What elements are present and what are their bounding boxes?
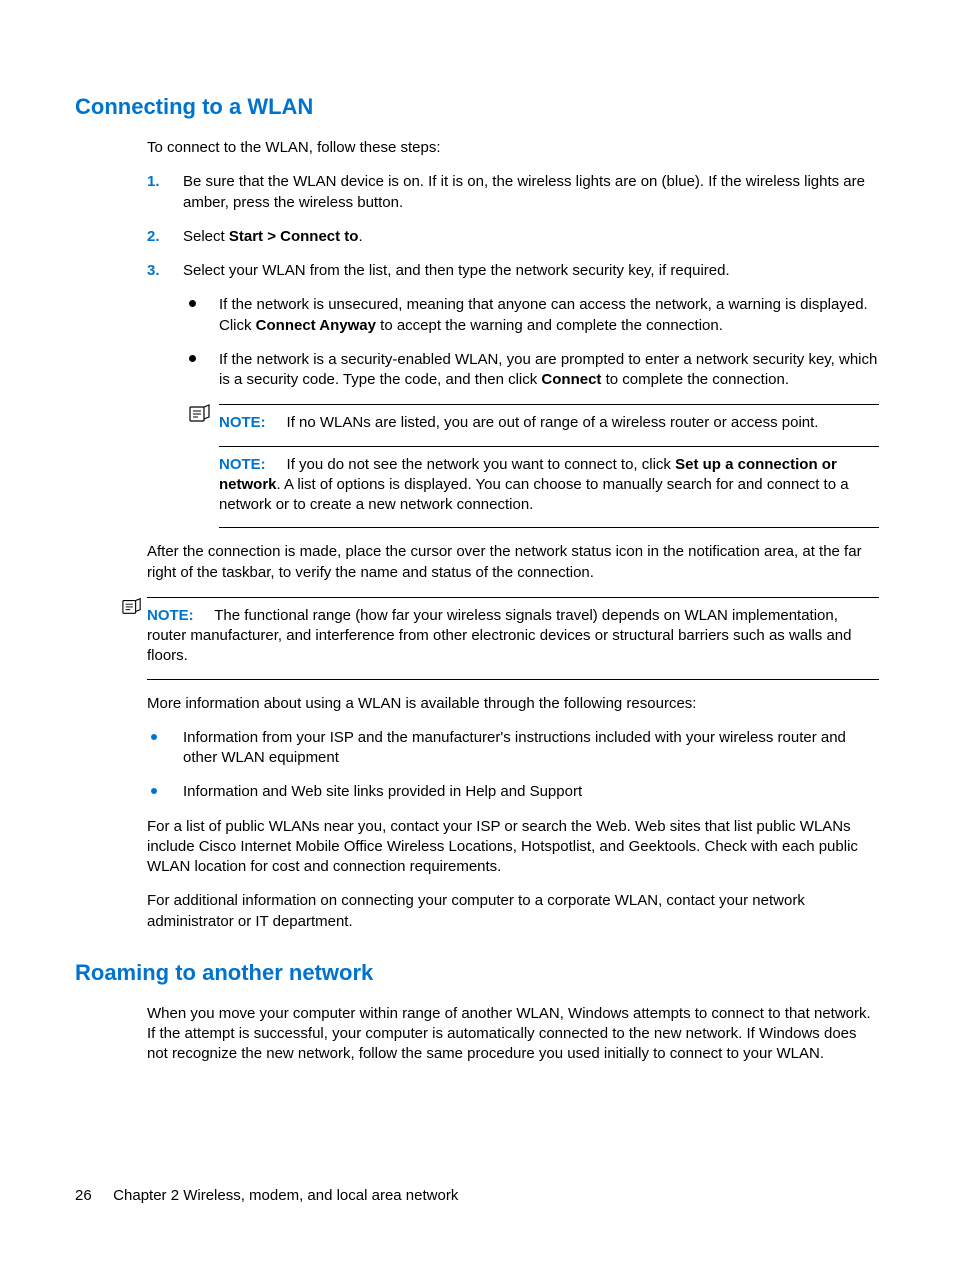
more-info-paragraph: More information about using a WLAN is a…: [147, 694, 879, 714]
resource-1-text: Information from your ISP and the manufa…: [183, 729, 846, 766]
note-3-label: NOTE:: [147, 607, 194, 624]
note-3: NOTE: The functional range (how far your…: [147, 597, 879, 680]
note-1-text: If no WLANs are listed, you are out of r…: [287, 414, 819, 431]
resources-list: Information from your ISP and the manufa…: [147, 728, 879, 803]
intro-paragraph: To connect to the WLAN, follow these ste…: [147, 138, 879, 158]
document-page: Connecting to a WLAN To connect to the W…: [0, 0, 954, 1270]
heading-connecting: Connecting to a WLAN: [75, 94, 879, 120]
step-1-text: Be sure that the WLAN device is on. If i…: [183, 173, 865, 210]
step-3-b1-bold: Connect Anyway: [256, 317, 376, 334]
step-2-post: .: [358, 228, 362, 245]
chapter-label: Chapter 2 Wireless, modem, and local are…: [113, 1187, 458, 1204]
step-3-b2-bold: Connect: [541, 371, 601, 388]
resource-2: Information and Web site links provided …: [147, 782, 879, 802]
after-connection-paragraph: After the connection is made, place the …: [147, 542, 879, 583]
section-roaming-body: When you move your computer within range…: [147, 1004, 879, 1065]
steps-list: Be sure that the WLAN device is on. If i…: [147, 172, 879, 528]
note-group-outer: NOTE: The functional range (how far your…: [147, 597, 879, 680]
note-1: NOTE: If no WLANs are listed, you are ou…: [219, 404, 879, 446]
step-2-pre: Select: [183, 228, 229, 245]
note-2-pre: If you do not see the network you want t…: [287, 456, 676, 473]
note-2-label: NOTE:: [219, 456, 266, 473]
step-1: Be sure that the WLAN device is on. If i…: [147, 172, 879, 213]
step-3-b1-post: to accept the warning and complete the c…: [376, 317, 723, 334]
page-footer: 26 Chapter 2 Wireless, modem, and local …: [75, 1187, 458, 1204]
note-1-label: NOTE:: [219, 414, 266, 431]
step-3-bullet-1: If the network is unsecured, meaning tha…: [183, 295, 879, 336]
step-2-bold: Start > Connect to: [229, 228, 359, 245]
note-icon: [189, 404, 211, 422]
note-3-text: The functional range (how far your wirel…: [147, 607, 852, 665]
heading-roaming: Roaming to another network: [75, 960, 879, 986]
corporate-paragraph: For additional information on connecting…: [147, 891, 879, 932]
step-3-text: Select your WLAN from the list, and then…: [183, 262, 730, 279]
step-3-bullet-2: If the network is a security-enabled WLA…: [183, 350, 879, 391]
section-connecting-body: To connect to the WLAN, follow these ste…: [147, 138, 879, 932]
step-3: Select your WLAN from the list, and then…: [147, 261, 879, 528]
step-3-b2-post: to complete the connection.: [601, 371, 789, 388]
resource-2-text: Information and Web site links provided …: [183, 783, 582, 800]
note-icon: [122, 597, 142, 615]
step-3-sublist: If the network is unsecured, meaning tha…: [183, 295, 879, 390]
public-wlans-paragraph: For a list of public WLANs near you, con…: [147, 817, 879, 878]
resource-1: Information from your ISP and the manufa…: [147, 728, 879, 769]
note-group-inner: NOTE: If no WLANs are listed, you are ou…: [219, 404, 879, 528]
roaming-paragraph: When you move your computer within range…: [147, 1004, 879, 1065]
note-2-post: . A list of options is displayed. You ca…: [219, 476, 849, 513]
step-2: Select Start > Connect to.: [147, 227, 879, 247]
page-number: 26: [75, 1187, 109, 1204]
note-2: NOTE: If you do not see the network you …: [219, 447, 879, 529]
